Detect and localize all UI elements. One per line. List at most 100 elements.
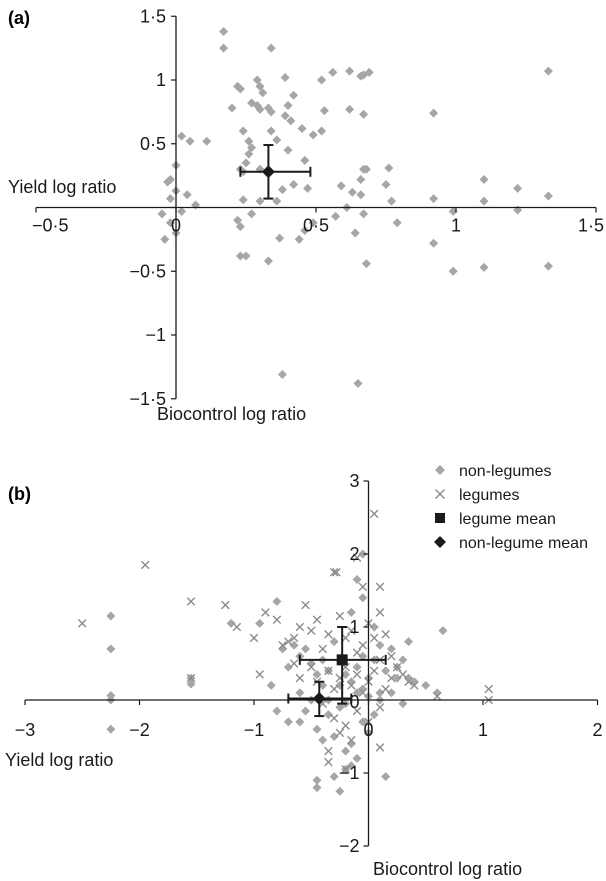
panel-b-non-legume-point-14 bbox=[301, 644, 311, 654]
panel-b-legume-point-19 bbox=[329, 567, 339, 577]
panel-b-legume-point-23-stroke-2 bbox=[347, 626, 356, 635]
panel-b-legume-point-1-stroke-2 bbox=[140, 560, 150, 570]
chart-panel-b: (b) −3 −2 −1 0 1 2 3 2 1 −1 −2 0 non-legumes legumes… bbox=[5, 463, 603, 879]
legend-item-0: non-legumes bbox=[435, 463, 552, 480]
panel-a-point-46 bbox=[272, 196, 282, 206]
panel-a-label: (a) bbox=[8, 8, 30, 28]
panel-a-point-30 bbox=[308, 130, 318, 140]
panel-b-non-legume-point-48 bbox=[318, 735, 328, 745]
legend-item-label-0: non-legumes bbox=[459, 463, 552, 480]
panel-a-point-28 bbox=[359, 109, 369, 119]
panel-b-non-legume-point-23 bbox=[352, 662, 362, 672]
panel-a-point-57 bbox=[300, 225, 310, 235]
panel-b-non-legume-point-32 bbox=[404, 637, 414, 647]
panel-a-point-61 bbox=[347, 187, 357, 197]
panel-a-point-16 bbox=[289, 90, 299, 100]
panel-b-legume-point-64-stroke-2 bbox=[341, 765, 350, 774]
panel-b-non-legume-point-19 bbox=[329, 637, 339, 647]
legend-item-2: legume mean bbox=[435, 511, 556, 528]
panel-a-point-55 bbox=[275, 233, 285, 243]
panel-b-legume-point-60 bbox=[335, 728, 345, 738]
panel-a-point-99 bbox=[165, 218, 175, 228]
panel-a-x-tick-label-0: −0·5 bbox=[32, 216, 69, 236]
panel-b-legume-point-23 bbox=[347, 626, 356, 635]
panel-a-point-53 bbox=[241, 251, 251, 261]
panel-a-point-23 bbox=[345, 66, 355, 76]
panel-a-point-10 bbox=[263, 103, 273, 113]
panel-b-non-legume-point-29 bbox=[386, 644, 396, 654]
panel-b-legume-point-50 bbox=[381, 684, 390, 694]
panel-b-non-legume-point-12 bbox=[289, 640, 299, 650]
panel-b-non-legume-point-47 bbox=[312, 724, 322, 734]
panel-b-legume-point-25 bbox=[358, 582, 368, 592]
legend-item-label-2: legume mean bbox=[459, 511, 556, 528]
panel-b-legume-point-14 bbox=[301, 600, 310, 610]
panel-b-x-tick-label-2: −1 bbox=[244, 720, 265, 740]
panel-a-point-102 bbox=[177, 206, 187, 216]
panel-b-legume-point-30-stroke-2 bbox=[381, 630, 390, 639]
panel-a-point-38 bbox=[247, 143, 257, 153]
panel-b-legume-point-69 bbox=[358, 640, 368, 650]
panel-a-y-tick-label-4: −0·5 bbox=[129, 261, 166, 281]
panel-b-legume-point-6-stroke-2 bbox=[249, 633, 259, 643]
panel-b-non-legume-point-75 bbox=[386, 688, 396, 698]
panel-b-non-legume-point-67 bbox=[358, 651, 368, 661]
panel-a-point-40 bbox=[272, 135, 282, 145]
panel-a-point-90 bbox=[185, 136, 195, 146]
panel-a-point-65 bbox=[361, 164, 371, 174]
panel-b-x-tick-label-5: 2 bbox=[592, 720, 602, 740]
panel-b-non-legume-point-46 bbox=[301, 706, 311, 716]
panel-b-legume-point-44 bbox=[347, 681, 356, 690]
panel-b-non-legume-point-55 bbox=[358, 717, 368, 727]
panel-b-non-legume-point-50 bbox=[329, 732, 339, 741]
panel-b-legume-point-45-stroke-2 bbox=[352, 670, 362, 679]
panel-b-legume-point-40 bbox=[324, 666, 333, 676]
panel-b-legume-point-66 bbox=[352, 553, 362, 562]
panel-a-point-67 bbox=[384, 163, 394, 173]
panel-b-legume-point-48 bbox=[369, 666, 379, 676]
panel-b-non-legume-point-37 bbox=[358, 549, 368, 559]
panel-b-non-legume-point-40 bbox=[346, 607, 356, 617]
panel-a-point-82 bbox=[479, 196, 489, 206]
panel-b-legume-point-17 bbox=[318, 644, 327, 654]
panel-b-legume-point-31 bbox=[387, 651, 396, 661]
panel-a-point-89 bbox=[177, 131, 187, 141]
panel-b-legume-point-19-stroke-2 bbox=[329, 567, 339, 577]
panel-b-legume-point-68 bbox=[289, 633, 299, 643]
panel-a-point-15 bbox=[258, 88, 268, 98]
panel-b-non-legume-point-41 bbox=[369, 622, 379, 632]
panel-b-y-tick-label-0: 3 bbox=[349, 471, 359, 491]
panel-a-x-tick-label-4: 1·5 bbox=[578, 216, 604, 236]
panel-b-legume-point-13 bbox=[295, 622, 305, 632]
panel-a-point-29 bbox=[317, 126, 327, 136]
panel-b-legume-point-37 bbox=[484, 684, 494, 694]
panel-a-point-41 bbox=[283, 145, 293, 155]
panel-b-non-legume-mean-marker bbox=[312, 692, 326, 706]
panel-b-legume-point-46-stroke-2 bbox=[358, 688, 368, 697]
panel-b-legume-point-36 bbox=[432, 692, 442, 701]
panel-b-legume-point-36-stroke-2 bbox=[432, 692, 442, 701]
panel-b-legume-point-51-stroke-2 bbox=[387, 673, 396, 683]
legend-non-legumes-diamond-icon bbox=[435, 465, 445, 475]
panel-a-point-44 bbox=[289, 180, 299, 190]
panel-a-axes: −0·5 0 0·5 1 1·5 1·5 1 0·5 −0·5 −1 −1·5 bbox=[32, 6, 604, 409]
panel-a-point-39 bbox=[266, 126, 276, 136]
panel-a-point-59 bbox=[331, 211, 341, 221]
panel-b-non-legume-point-31 bbox=[398, 655, 408, 665]
panel-b-legume-point-11 bbox=[284, 637, 293, 646]
panel-b-non-legume-point-57 bbox=[369, 710, 379, 720]
panel-b-legume-point-65-stroke-2 bbox=[375, 743, 385, 752]
panel-b-legume-point-33-stroke-2 bbox=[398, 670, 408, 679]
panel-b-legume-point-44-stroke-2 bbox=[347, 681, 356, 690]
panel-b-legume-point-55 bbox=[329, 713, 339, 723]
panel-a-point-80 bbox=[448, 266, 458, 276]
panel-b-non-legume-point-4 bbox=[106, 724, 116, 734]
panel-b-legume-point-28 bbox=[375, 582, 385, 592]
panel-b-non-legume-point-27 bbox=[375, 688, 385, 698]
panel-b-y-axis-label: Yield log ratio bbox=[5, 750, 113, 770]
panel-b-legume-point-10-stroke-2 bbox=[278, 640, 287, 650]
panel-b-legume-point-68-stroke-2 bbox=[289, 633, 299, 643]
panel-b-legume-point-18-stroke-2 bbox=[324, 630, 333, 639]
legend-item-3: non-legume mean bbox=[434, 535, 588, 552]
